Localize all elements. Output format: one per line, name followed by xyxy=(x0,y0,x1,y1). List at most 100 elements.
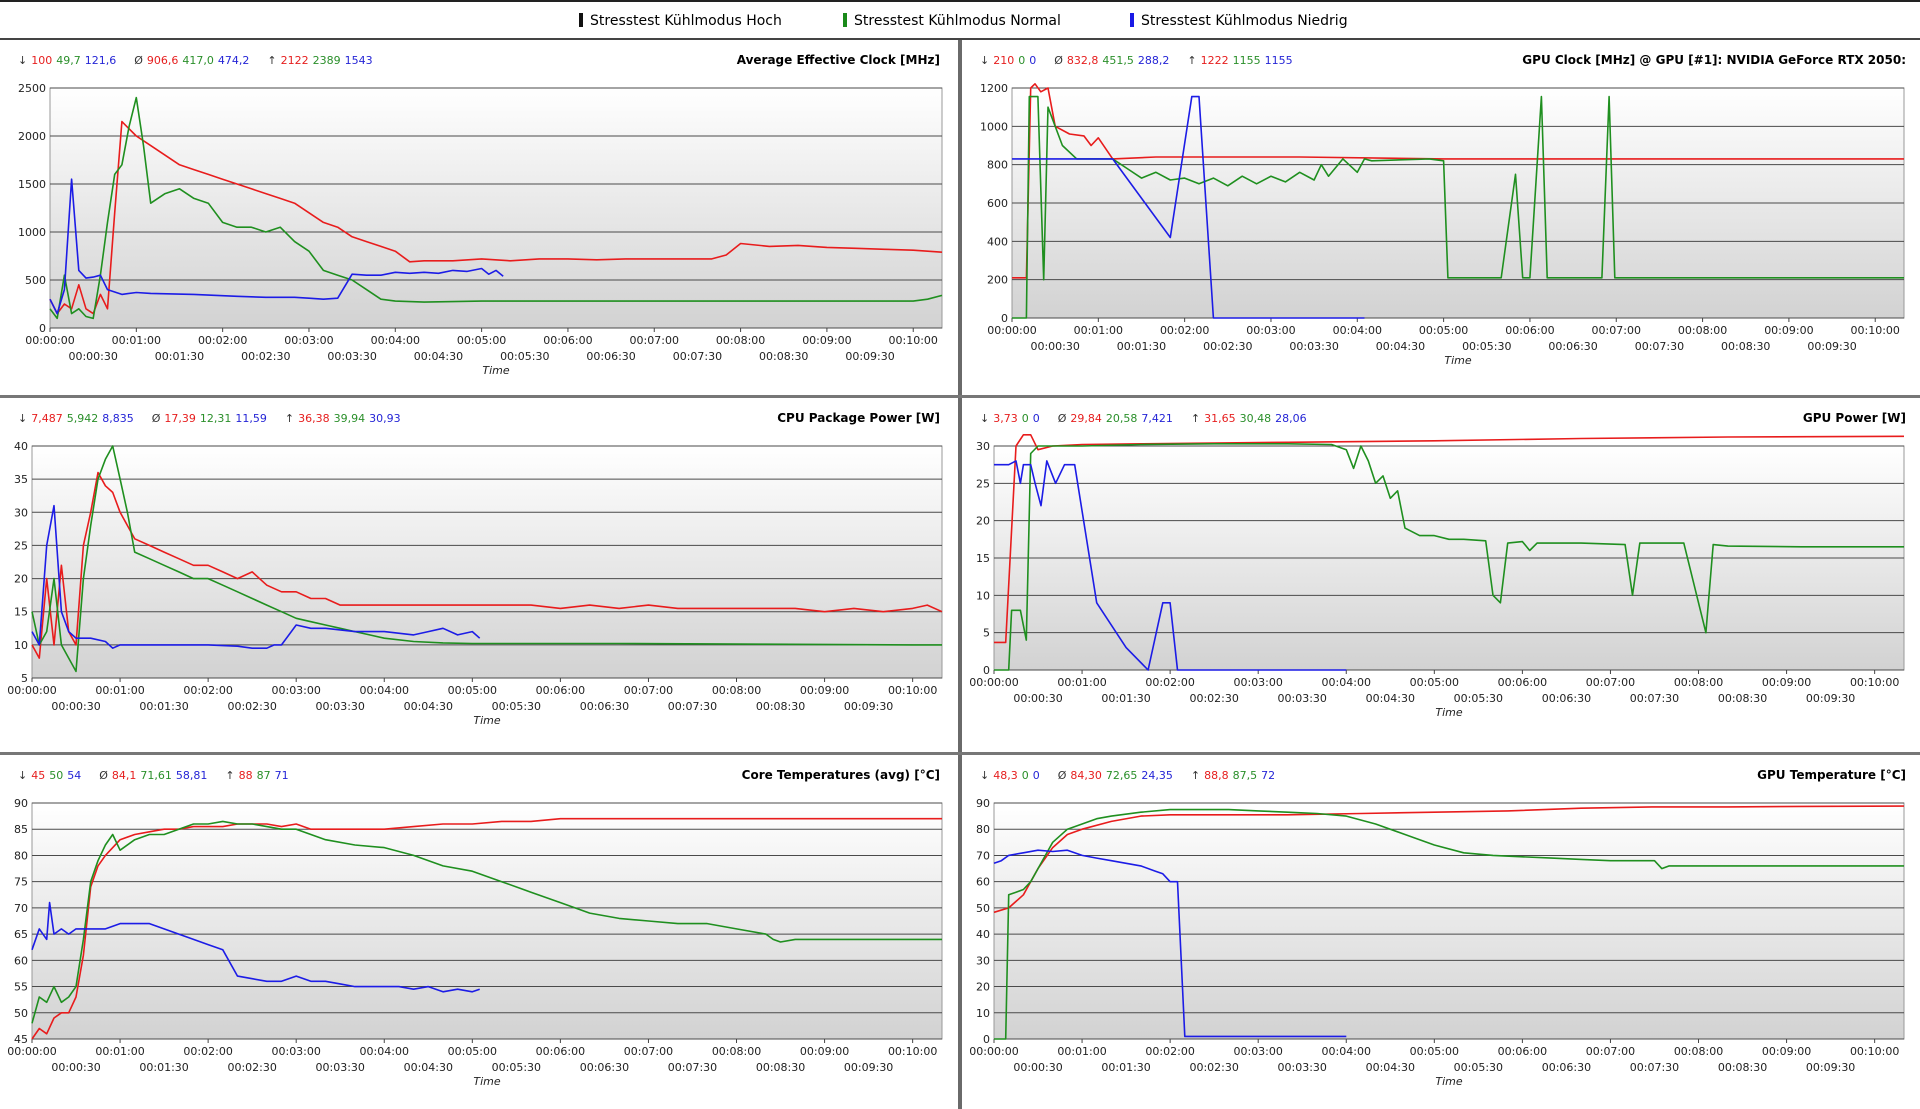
y-tick-label: 500 xyxy=(25,274,46,287)
stats-min-icon: ↓ xyxy=(980,412,990,425)
chart-svg: 5 10 15 20 25 30 35 40 00:00:00 00:01:00 00:02:00 0… xyxy=(7,440,943,727)
x-tick-label: 00:04:00 xyxy=(1333,324,1382,337)
x-tick-label: 00:08:00 xyxy=(1674,676,1723,689)
plot-area xyxy=(31,445,943,679)
x-tick-label: 00:10:00 xyxy=(1851,324,1900,337)
y-tick-label: 50 xyxy=(14,1007,28,1020)
legend-item-normal: Stresstest Kühlmodus Normal xyxy=(843,13,1061,29)
legend-label-normal: Stresstest Kühlmodus Normal xyxy=(854,13,1061,29)
y-tick-label: 65 xyxy=(14,928,28,941)
x-tick-label: 00:00:30 xyxy=(68,350,117,363)
stats-avg-value: 29,84 xyxy=(1070,412,1102,425)
x-tick-label: 00:04:30 xyxy=(404,1061,453,1074)
chart-panel-2: ↓ 210 0 0 Ø 832,8 451,5 288,2 ↑ 1222 1155 1155 GPU C… xyxy=(962,40,1920,395)
x-tick-label: 00:09:30 xyxy=(1807,340,1856,353)
stats-avg-icon: Ø xyxy=(1057,412,1067,425)
chart-title: GPU Temperature [°C] xyxy=(1757,768,1906,782)
x-tick-label: 00:01:30 xyxy=(1101,692,1150,705)
y-tick-label: 0 xyxy=(39,322,46,335)
x-tick-label: 00:06:00 xyxy=(1498,676,1547,689)
stats-max-value: 72 xyxy=(1261,769,1276,782)
x-tick-label: 00:10:00 xyxy=(1850,1045,1899,1058)
x-tick-label: 00:03:00 xyxy=(271,684,320,697)
chart-title: GPU Clock [MHz] @ GPU [#1]: NVIDIA GeFor… xyxy=(1522,53,1906,67)
stats-min-value: 121,6 xyxy=(84,54,117,67)
x-tick-label: 00:03:30 xyxy=(1278,1061,1327,1074)
stats-min-value: 5,942 xyxy=(66,412,99,425)
stats-avg: Ø 17,39 12,31 11,59 xyxy=(152,412,271,425)
y-tick-label: 85 xyxy=(14,823,28,836)
chart-svg: 0 200 400 600 800 1000 1200 00:00:00 00:01:00 00:… xyxy=(980,82,1905,367)
x-tick-label: 00:04:00 xyxy=(1322,1045,1371,1058)
x-tick-label: 00:02:00 xyxy=(183,1045,232,1058)
y-tick-label: 5 xyxy=(21,672,28,685)
stats-avg: Ø 906,6 417,0 474,2 xyxy=(134,54,253,67)
series-line-blue xyxy=(49,178,504,315)
stats-max-value: 31,65 xyxy=(1204,412,1236,425)
x-tick-label: 00:09:30 xyxy=(1806,692,1855,705)
x-tick-label: 00:07:30 xyxy=(668,1061,717,1074)
chart-stats: ↓ 100 49,7 121,6 Ø 906,6 417,0 474,2 ↑ 2122 2389 15… xyxy=(18,54,391,67)
chart-svg: 0 10 20 30 40 50 60 70 80 90 00:00:00 00:01:00 00:02… xyxy=(969,797,1905,1088)
series-line-blue xyxy=(993,849,1347,1038)
x-tick-label: 00:00:00 xyxy=(25,334,74,347)
x-tick-label: 00:03:00 xyxy=(1246,324,1295,337)
x-tick-label: 00:07:00 xyxy=(630,334,679,347)
y-tick-label: 80 xyxy=(14,849,28,862)
stats-avg-value: 12,31 xyxy=(199,412,232,425)
series-line-red xyxy=(49,120,943,315)
stats-max-value: 1543 xyxy=(344,54,373,67)
stats-avg-value: 17,39 xyxy=(164,412,196,425)
x-tick-label: 00:06:30 xyxy=(1542,1061,1591,1074)
stats-max-icon: ↑ xyxy=(267,54,277,67)
x-tick-label: 00:03:30 xyxy=(316,700,365,713)
stats-avg: Ø 29,84 20,58 7,421 xyxy=(1058,412,1177,425)
stats-min-value: 7,487 xyxy=(31,412,63,425)
x-tick-label: 00:00:30 xyxy=(1013,692,1062,705)
stats-max-icon: ↑ xyxy=(1190,769,1201,782)
stats-avg-value: 71,61 xyxy=(140,769,172,782)
stats-max-value: 36,38 xyxy=(298,412,330,425)
stats-avg-icon: Ø xyxy=(1054,54,1063,67)
x-tick-label: 00:04:30 xyxy=(1366,692,1415,705)
stats-max: ↑ 36,38 39,94 30,93 xyxy=(285,412,405,425)
chart-stats: ↓ 7,487 5,942 8,835 Ø 17,39 12,31 11,59 ↑ 36,38 39… xyxy=(18,412,419,425)
y-tick-label: 70 xyxy=(976,849,990,862)
x-tick-label: 00:09:30 xyxy=(845,350,894,363)
chart-panel-4: ↓ 3,73 0 0 Ø 29,84 20,58 7,421 ↑ 31,65 30,48 28,06 G… xyxy=(962,398,1920,752)
stats-min-value: 0 xyxy=(1021,412,1029,425)
stats-max-value: 2389 xyxy=(312,54,341,67)
stats-avg-icon: Ø xyxy=(151,412,161,425)
x-tick-label: 00:05:00 xyxy=(448,1045,497,1058)
stats-min-value: 54 xyxy=(67,769,82,782)
stats-avg-value: 7,421 xyxy=(1141,412,1173,425)
chart-svg: 0 5 10 15 20 25 30 00:00:00 00:01:00 00:02:00 00:0… xyxy=(969,434,1905,719)
x-tick-label: 00:08:30 xyxy=(759,350,808,363)
y-tick-label: 70 xyxy=(14,902,28,915)
x-tick-label: 00:10:00 xyxy=(888,684,937,697)
stats-min-icon: ↓ xyxy=(980,54,990,67)
stats-min-value: 210 xyxy=(993,54,1015,67)
x-tick-label: 00:08:00 xyxy=(712,684,761,697)
x-tick-label: 00:08:30 xyxy=(1718,1061,1767,1074)
x-axis-title: Time xyxy=(482,364,509,377)
x-tick-label: 00:06:30 xyxy=(586,350,635,363)
stats-max-value: 2122 xyxy=(280,54,309,67)
x-tick-label: 00:09:30 xyxy=(844,700,893,713)
stats-min-value: 0 xyxy=(1029,54,1037,67)
chart-stats: ↓ 3,73 0 0 Ø 29,84 20,58 7,421 ↑ 31,65 30,48 28,06 xyxy=(980,412,1325,425)
x-tick-label: 00:09:00 xyxy=(1764,324,1813,337)
y-tick-label: 30 xyxy=(14,506,28,519)
chart-svg: 45 50 55 60 65 70 75 80 85 90 00:00:00 00:01:00 00:0… xyxy=(7,797,943,1088)
plot-area xyxy=(31,802,943,1040)
stats-min: ↓ 7,487 5,942 8,835 xyxy=(18,412,138,425)
legend-bar: Stresstest Kühlmodus Hoch Stresstest Küh… xyxy=(0,0,1920,40)
x-tick-label: 00:08:30 xyxy=(756,700,805,713)
x-tick-label: 00:02:00 xyxy=(1145,676,1194,689)
y-tick-label: 35 xyxy=(14,473,28,486)
y-tick-label: 50 xyxy=(976,902,990,915)
x-tick-label: 00:05:00 xyxy=(457,334,506,347)
stats-max-value: 30,93 xyxy=(369,412,401,425)
x-tick-label: 00:02:30 xyxy=(1189,1061,1238,1074)
y-tick-label: 2500 xyxy=(18,82,46,95)
